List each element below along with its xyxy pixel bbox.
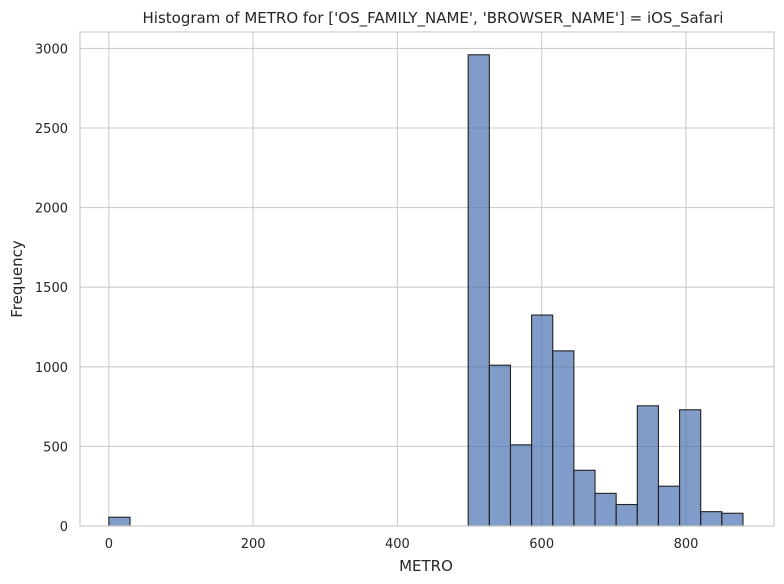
plot-frame — [79, 31, 775, 527]
x-tick-label: 600 — [529, 537, 554, 552]
y-tick-label: 0 — [60, 520, 68, 535]
y-tick-label: 3000 — [35, 42, 68, 57]
y-tick-label: 2000 — [35, 202, 68, 217]
grid — [80, 32, 774, 527]
y-tick-label: 1000 — [35, 361, 68, 376]
y-tick-label: 2500 — [35, 122, 68, 137]
chart-title: Histogram of METRO for ['OS_FAMILY_NAME'… — [143, 9, 724, 28]
histogram-bar — [552, 350, 575, 527]
histogram-bar — [700, 511, 723, 527]
x-axis-label: METRO — [399, 557, 453, 575]
histogram-bar — [594, 492, 617, 527]
histogram-bar — [509, 444, 533, 527]
y-axis-ticks: 0 500 1000 1500 2000 2500 3000 — [35, 42, 68, 535]
histogram-bar — [657, 485, 681, 527]
histogram-bar — [615, 503, 638, 527]
y-tick-label: 500 — [43, 440, 68, 455]
histogram-bar — [467, 54, 490, 527]
histogram-bar — [531, 314, 554, 527]
histogram-bar — [636, 405, 659, 527]
histogram-bar — [108, 516, 131, 527]
histogram-bar — [573, 469, 596, 527]
x-tick-label: 800 — [674, 537, 699, 552]
histogram-bar — [721, 512, 744, 527]
bars — [108, 54, 744, 527]
x-tick-label: 400 — [385, 537, 410, 552]
histogram-bar — [679, 409, 702, 527]
y-tick-label: 1500 — [35, 281, 68, 296]
x-tick-label: 0 — [105, 537, 113, 552]
histogram-bar — [488, 364, 512, 527]
x-tick-label: 200 — [241, 537, 266, 552]
x-axis-ticks: 0 200 400 600 800 — [105, 537, 699, 552]
y-axis-label: Frequency — [8, 240, 26, 318]
